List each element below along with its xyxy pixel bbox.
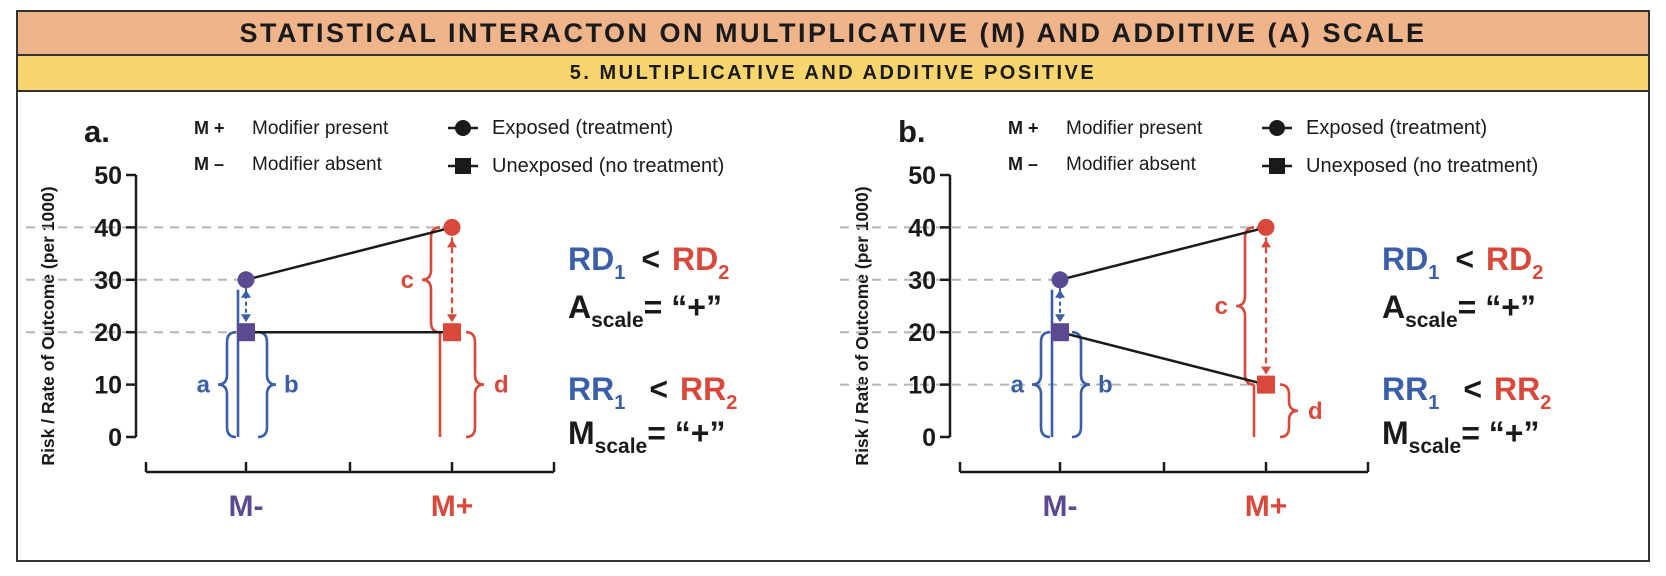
y-tick-label: 10 (94, 372, 122, 400)
arrowhead-up-red (447, 239, 457, 248)
series-line-exposed (1059, 226, 1267, 282)
brace-c (421, 226, 441, 334)
legend-unexposed-text: Unexposed (no treatment) (1306, 155, 1538, 177)
y-tick-label: 0 (922, 424, 936, 452)
legend-square-marker-icon (1269, 158, 1285, 174)
legend-unexposed-text: Unexposed (no treatment) (492, 155, 724, 177)
y-tick-label: 30 (908, 267, 936, 295)
x-category-label: M- (229, 490, 264, 523)
x-category-label: M- (1043, 490, 1078, 523)
brace-label-d: d (1308, 398, 1323, 425)
brace-b (257, 330, 277, 439)
brace-label-b: b (1098, 372, 1113, 399)
arrowhead-up-red (1261, 239, 1271, 248)
legend-exposed-text: Exposed (treatment) (1306, 117, 1487, 139)
x-category-label: M+ (431, 490, 474, 523)
legend-circle-marker-icon (1269, 120, 1285, 136)
y-tick-label: 50 (94, 162, 122, 190)
subtitle-bar: 5. MULTIPLICATIVE AND ADDITIVE POSITIVE (18, 56, 1648, 92)
panel-label: a. (84, 114, 110, 149)
y-tick-label: 40 (94, 214, 122, 242)
multiplicative-scale-result: Mscale= “+” (1382, 415, 1539, 458)
y-axis-label: Risk / Rate of Outcome (per 1000) (38, 186, 58, 465)
data-point-unexposed (443, 323, 461, 342)
y-axis-label: Risk / Rate of Outcome (per 1000) (852, 186, 872, 465)
brace-label-a: a (197, 372, 211, 399)
arrowhead-down-red (1261, 366, 1271, 375)
arrowhead-up-blue (241, 289, 251, 298)
y-tick-label: 40 (908, 214, 936, 242)
arrowhead-up-blue (1055, 289, 1065, 298)
arrowhead-down-blue (1055, 314, 1065, 323)
rd-comparison: RD1 < RD2 (1382, 241, 1543, 284)
brace-label-b: b (284, 372, 299, 399)
figure-subtitle: 5. MULTIPLICATIVE AND ADDITIVE POSITIVE (569, 61, 1097, 84)
legend-square-marker-icon (455, 158, 471, 174)
data-point-exposed (1257, 218, 1275, 236)
y-tick-label: 50 (908, 162, 936, 190)
legend-m-minus-text: Modifier absent (252, 154, 383, 175)
brace-label-c: c (1215, 293, 1228, 320)
legend-circle-marker-icon (455, 120, 471, 136)
rr-comparison: RR1 < RR2 (1382, 371, 1551, 414)
series-line-exposed (245, 226, 453, 282)
chart-panel-b: b. M + Modifier present M – Modifier absent E… (840, 114, 1551, 523)
brace-label-d: d (494, 372, 509, 399)
data-point-unexposed (237, 323, 255, 342)
brace-c (1235, 226, 1255, 386)
panel-label: b. (898, 114, 926, 149)
brace-a (1031, 330, 1051, 439)
y-tick-label: 30 (94, 267, 122, 295)
y-tick-label: 10 (908, 372, 936, 400)
data-point-exposed (1051, 271, 1069, 289)
additive-scale-result: Ascale= “+” (568, 289, 722, 332)
y-tick-label: 0 (108, 424, 122, 452)
legend-m-minus-symbol: M – (1008, 154, 1038, 174)
legend-m-plus-symbol: M + (1008, 118, 1039, 138)
y-tick-label: 20 (94, 319, 122, 347)
y-tick-label: 20 (908, 319, 936, 347)
rd-comparison: RD1 < RD2 (568, 241, 729, 284)
brace-d (1279, 383, 1299, 439)
brace-label-a: a (1011, 372, 1025, 399)
figure-frame: STATISTICAL INTERACTON ON MULTIPLICATIVE… (16, 10, 1650, 562)
title-bar: STATISTICAL INTERACTON ON MULTIPLICATIVE… (18, 12, 1648, 56)
data-point-unexposed (1051, 323, 1069, 342)
legend-exposed-text: Exposed (treatment) (492, 117, 673, 139)
arrowhead-down-red (447, 314, 457, 323)
legend-m-plus-text: Modifier present (252, 118, 389, 139)
legend-m-plus-text: Modifier present (1066, 118, 1203, 139)
figure-title: STATISTICAL INTERACTON ON MULTIPLICATIVE… (239, 17, 1427, 48)
data-point-unexposed (1257, 375, 1275, 394)
data-point-exposed (443, 218, 461, 236)
additive-scale-result: Ascale= “+” (1382, 289, 1536, 332)
arrowhead-down-blue (241, 314, 251, 323)
legend-m-minus-symbol: M – (194, 154, 224, 174)
chart-panel-a: a. M + Modifier present M – Modifier absent E… (26, 114, 737, 523)
multiplicative-scale-result: Mscale= “+” (568, 415, 725, 458)
brace-d (465, 330, 485, 439)
legend-m-minus-text: Modifier absent (1066, 154, 1197, 175)
legend-m-plus-symbol: M + (194, 118, 225, 138)
brace-label-c: c (401, 267, 414, 294)
data-point-exposed (237, 271, 255, 289)
rr-comparison: RR1 < RR2 (568, 371, 737, 414)
brace-a (217, 330, 237, 439)
series-line-unexposed (1059, 330, 1267, 386)
x-category-label: M+ (1245, 490, 1288, 523)
